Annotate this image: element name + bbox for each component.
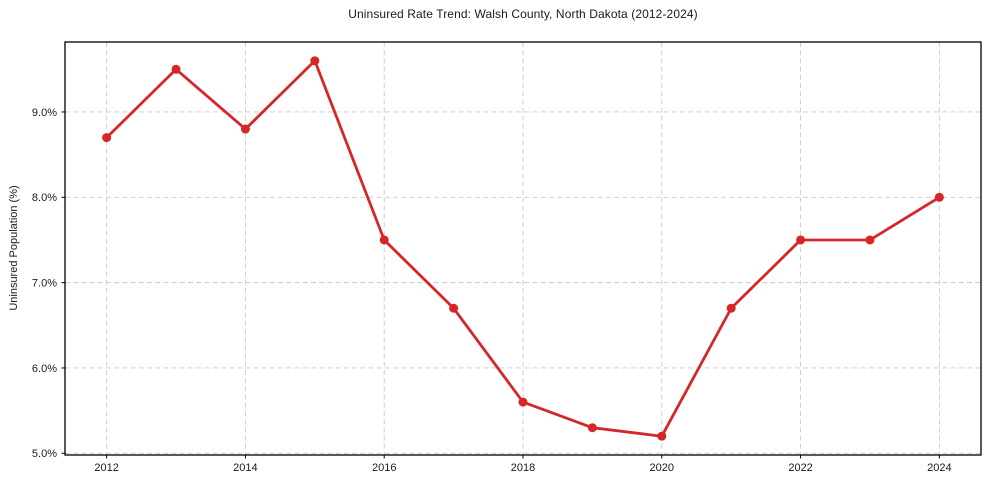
x-tick-label: 2024 <box>927 462 951 474</box>
x-tick-label: 2020 <box>650 462 674 474</box>
data-point <box>587 423 597 433</box>
x-tick-label: 2012 <box>94 462 118 474</box>
chart-title: Uninsured Rate Trend: Walsh County, Nort… <box>348 7 698 21</box>
data-point <box>310 56 320 66</box>
data-point <box>865 235 875 245</box>
y-tick-label: 6.0% <box>32 363 57 375</box>
data-point <box>102 133 112 143</box>
data-point <box>934 192 944 202</box>
data-point <box>518 397 528 407</box>
data-point <box>379 235 389 245</box>
x-tick-label: 2018 <box>511 462 535 474</box>
data-point <box>240 124 250 134</box>
x-tick-label: 2022 <box>788 462 812 474</box>
y-tick-label: 5.0% <box>32 448 57 460</box>
data-point <box>726 303 736 313</box>
data-point <box>796 235 806 245</box>
y-tick-label: 7.0% <box>32 277 57 289</box>
y-tick-label: 8.0% <box>32 192 57 204</box>
data-point <box>449 303 459 313</box>
y-tick-label: 9.0% <box>32 107 57 119</box>
x-tick-label: 2014 <box>233 462 257 474</box>
data-point <box>657 431 667 441</box>
data-point <box>171 64 181 74</box>
x-tick-label: 2016 <box>372 462 396 474</box>
